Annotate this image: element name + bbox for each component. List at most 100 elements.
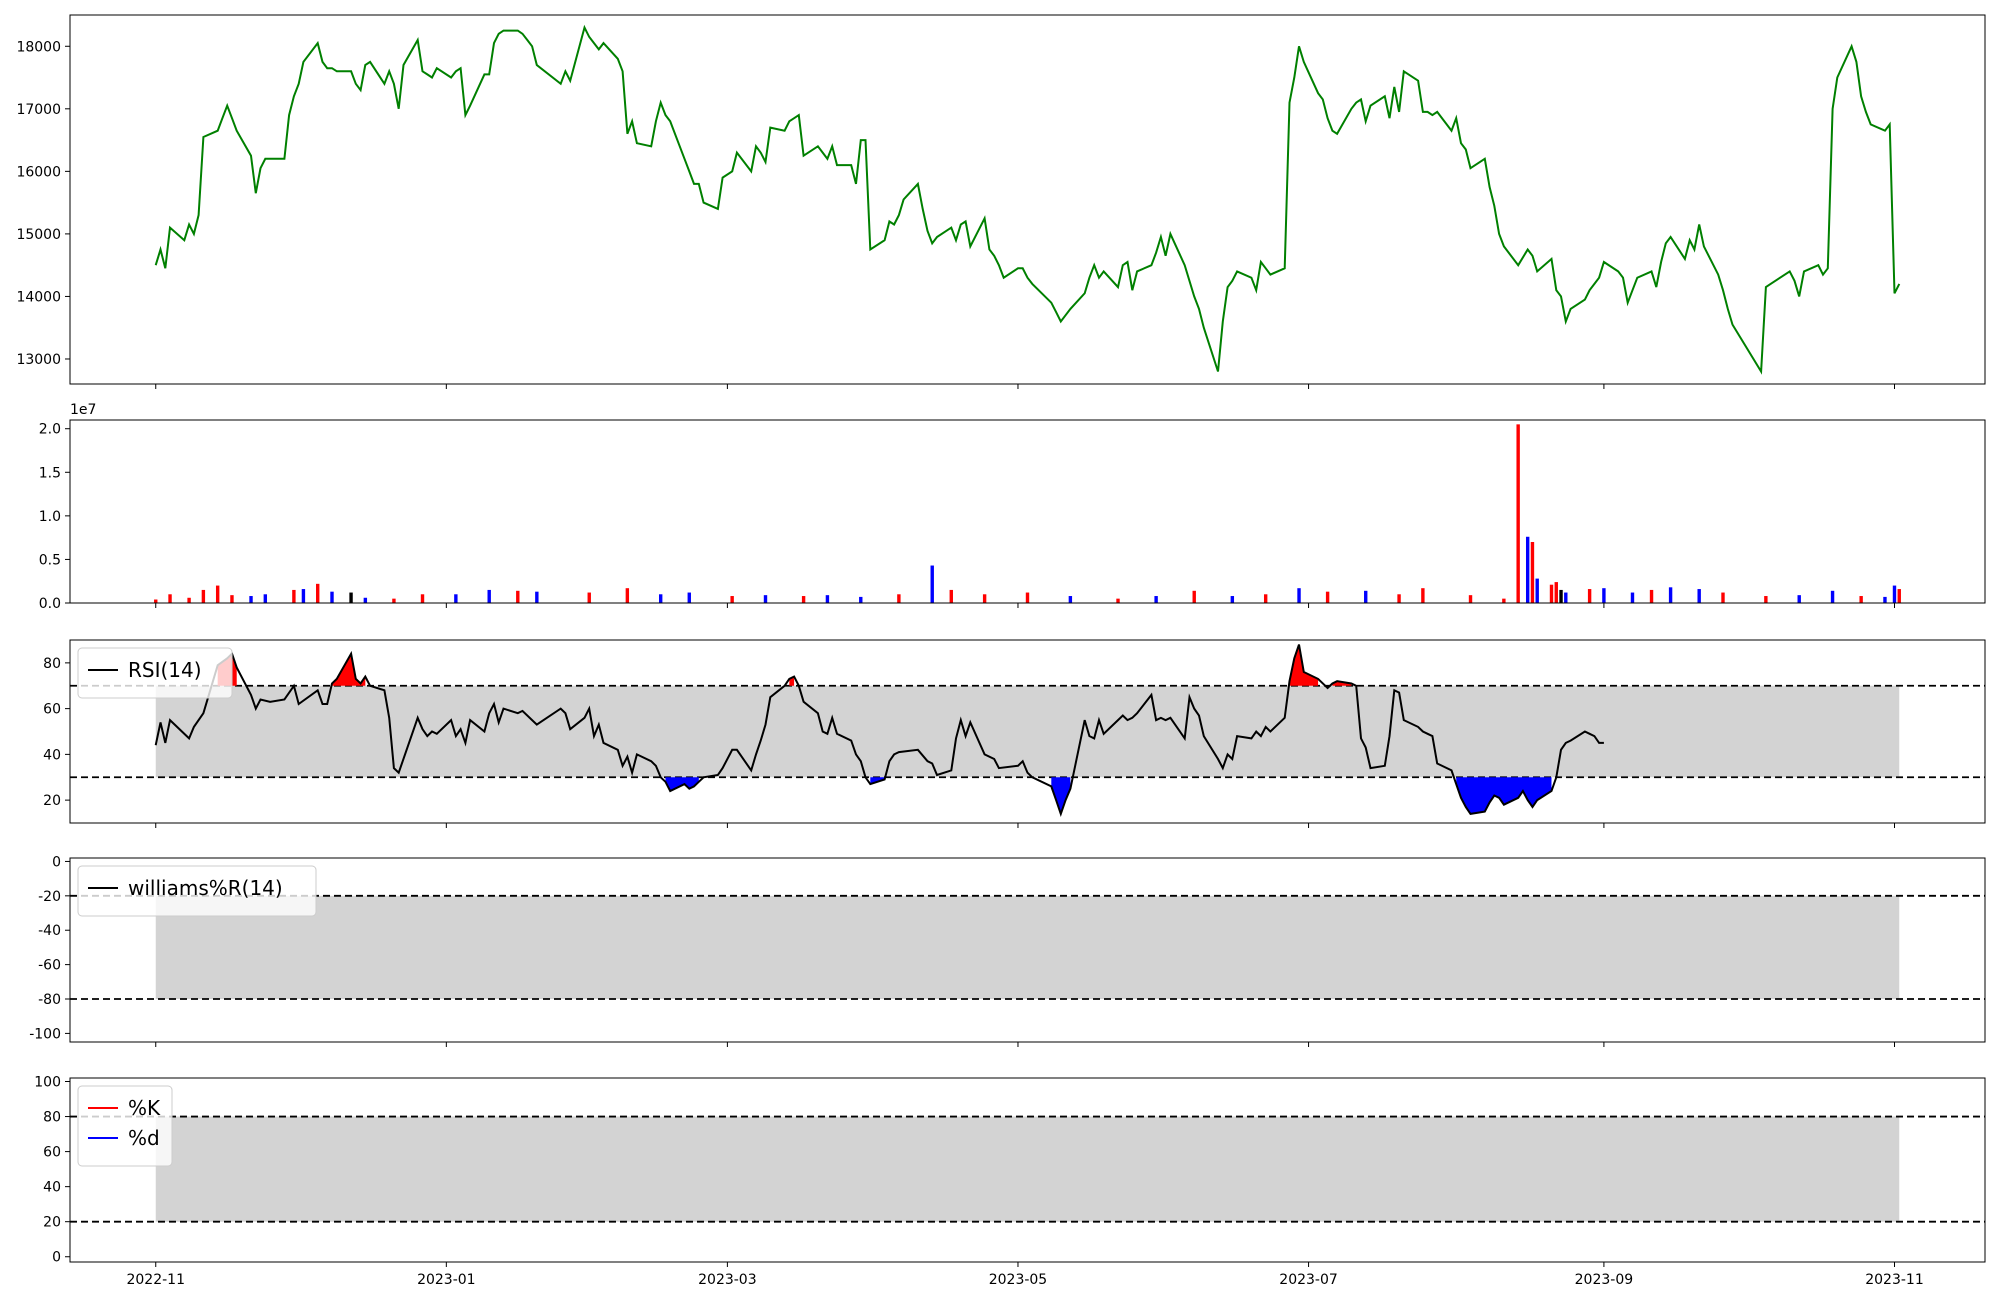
volume-bar	[1516, 424, 1520, 603]
volume-bar	[982, 594, 987, 603]
volume-panel: 1e7 0.0 0.5 1.0 1.5 2.0	[39, 402, 1986, 612]
williams-legend-label: williams%R(14)	[128, 876, 283, 900]
rsi-legend-box	[77, 647, 233, 699]
volume-bar	[687, 592, 691, 603]
volume-ytick-label: 1.0	[39, 509, 61, 525]
rsi-frame	[69, 639, 1986, 824]
volume-bar	[763, 595, 768, 603]
volume-bar	[825, 595, 830, 603]
volume-bar	[363, 597, 368, 603]
stochastic-ytick-label: 60	[43, 1145, 61, 1161]
rsi-oversold-fill	[665, 777, 699, 791]
stochastic-legend-label: %d	[128, 1126, 160, 1150]
volume-bar	[1116, 598, 1120, 603]
stochastic-ytick-label: 40	[43, 1180, 61, 1196]
williams-band	[155, 895, 1900, 1000]
rsi-oversold-fill	[1051, 777, 1071, 814]
volume-ytick-label: 0.0	[39, 596, 61, 612]
williams-ytick-label: -100	[29, 1026, 61, 1042]
stochastic-legend-box	[77, 1085, 173, 1167]
volume-bar	[1535, 578, 1539, 603]
rsi-overbought-fill	[1332, 681, 1352, 686]
x-tick-label: 2023-05	[989, 1272, 1048, 1288]
volume-bar	[1892, 585, 1897, 603]
williams-frame	[69, 857, 1986, 1043]
x-tick-label: 2023-03	[698, 1272, 757, 1288]
rsi-line	[154, 644, 1604, 817]
x-tick-label: 2022-11	[126, 1272, 185, 1288]
volume-bar	[1154, 596, 1158, 603]
x-tick-label: 2023-11	[1865, 1272, 1924, 1288]
volume-bar	[1602, 588, 1606, 603]
volume-bar	[249, 596, 253, 603]
volume-bar	[1068, 596, 1073, 603]
volume-bar	[301, 589, 306, 603]
volume-bar	[154, 599, 158, 603]
volume-bar	[1397, 594, 1401, 603]
rsi-legend-label: RSI(14)	[128, 658, 202, 682]
rsi-oversold-fill	[1456, 777, 1552, 814]
stochastic-ytick-label: 100	[34, 1075, 61, 1091]
volume-bar	[1859, 596, 1863, 603]
volume-bar	[168, 594, 172, 603]
volume-bar	[187, 597, 191, 603]
williams-ytick-label: -40	[38, 923, 61, 939]
volume-bar	[516, 590, 520, 603]
volume-bar	[1230, 596, 1235, 603]
stochastic-ytick-label: 80	[43, 1110, 61, 1126]
price-ytick-label: 13000	[16, 352, 61, 368]
volume-bar	[1192, 590, 1196, 603]
volume-bar	[1564, 592, 1568, 603]
volume-bar	[658, 594, 663, 603]
volume-bar	[1587, 589, 1592, 603]
volume-bar	[1883, 596, 1887, 603]
volume-bar	[349, 592, 353, 603]
volume-bar	[930, 565, 934, 603]
volume-bar	[1554, 582, 1558, 603]
rsi-overbought-fill	[332, 653, 366, 686]
stochastic-band	[155, 1116, 1900, 1222]
volume-bar	[1297, 588, 1301, 603]
volume-bar	[330, 591, 334, 603]
price-panel: 13000 14000 15000 16000 17000 18000	[16, 14, 1986, 389]
volume-bar	[897, 594, 901, 603]
volume-bar	[1325, 591, 1330, 603]
volume-bar	[1421, 588, 1425, 603]
x-tick-label: 2023-01	[417, 1272, 476, 1288]
volume-bar	[535, 591, 539, 603]
volume-bar	[1025, 592, 1030, 603]
volume-bar	[1364, 590, 1368, 603]
volume-bar	[949, 589, 953, 603]
volume-bar	[1630, 592, 1635, 603]
x-tick-label: 2023-09	[1575, 1272, 1634, 1288]
williams-panel: -100 -80 -60 -40 -20 0 williams%R(14)	[29, 854, 1986, 1047]
rsi-ytick-label: 80	[43, 656, 61, 672]
volume-bar	[730, 596, 734, 603]
volume-ytick-label: 1.5	[39, 465, 61, 481]
volume-bar	[1530, 542, 1535, 603]
volume-bar	[1797, 595, 1801, 603]
volume-bar	[392, 598, 396, 603]
rsi-ytick-label: 40	[43, 747, 61, 763]
volume-bar	[316, 583, 320, 603]
date-axis: 2022-11 2023-01 2023-03 2023-05 2023-07 2023-…	[126, 1272, 1923, 1288]
price-line	[154, 24, 1901, 375]
price-ytick-label: 18000	[16, 39, 61, 55]
volume-bar	[1649, 589, 1654, 603]
volume-bar	[454, 594, 458, 603]
x-tick-label: 2023-07	[1279, 1272, 1338, 1288]
volume-bar	[859, 596, 863, 603]
volume-frame	[69, 419, 1986, 604]
rsi-band	[155, 685, 1900, 778]
volume-bar	[1263, 594, 1268, 603]
volume-bar	[1668, 587, 1673, 603]
volume-bar	[1468, 595, 1473, 603]
volume-bar	[263, 594, 268, 603]
volume-ytick-label: 0.5	[39, 552, 61, 568]
williams-legend-box	[77, 865, 317, 917]
volume-bar	[1764, 596, 1768, 603]
price-ytick-label: 17000	[16, 102, 61, 118]
stochastic-ytick-label: 0	[52, 1250, 61, 1266]
price-ytick-label: 16000	[16, 164, 61, 180]
volume-bar	[1549, 584, 1554, 603]
